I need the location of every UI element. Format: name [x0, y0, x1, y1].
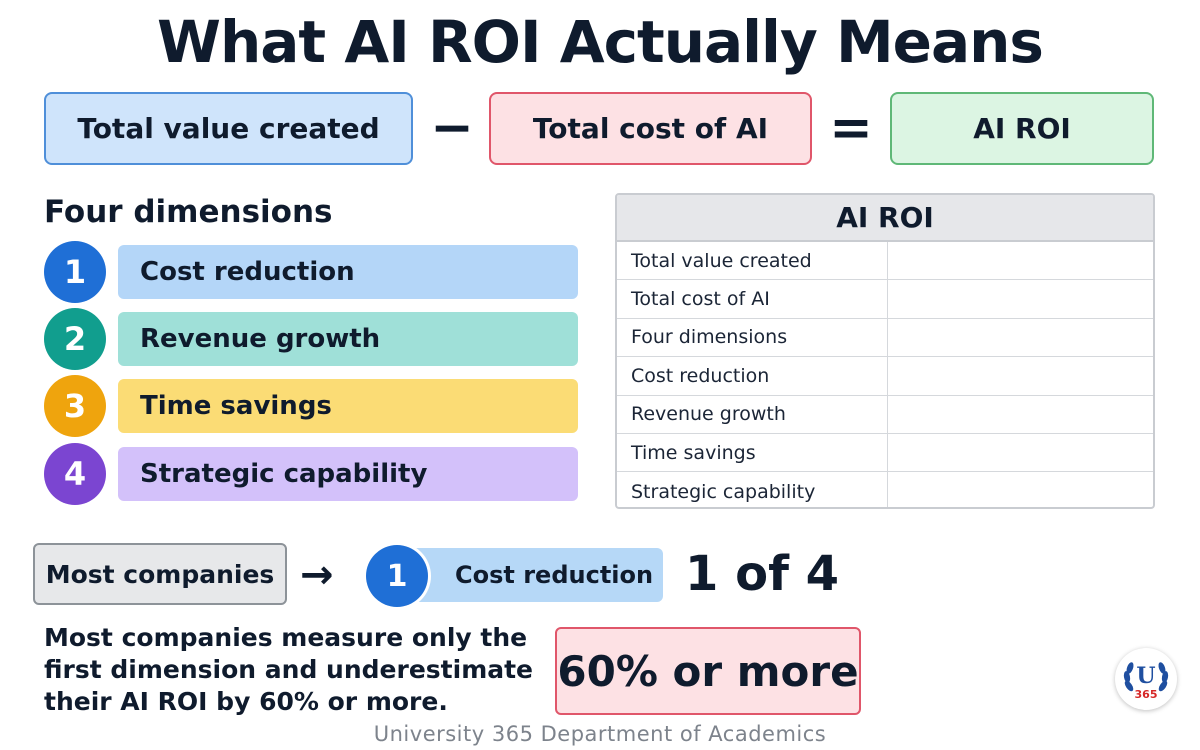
total-value-box: Total value created [44, 92, 413, 165]
total-cost-box: Total cost of AI [489, 92, 812, 165]
table-cell-empty [888, 357, 1153, 394]
roi-table: AI ROI Total value created Total cost of… [615, 193, 1155, 509]
cost-reduction-pill: Cost reduction [400, 548, 663, 602]
cost-reduction-pill-label: Cost reduction [455, 561, 654, 589]
right-arrow-icon: → [300, 552, 334, 598]
table-cell-empty [888, 242, 1153, 279]
table-row: Cost reduction [617, 357, 1153, 396]
logo-number: 365 [1135, 688, 1158, 701]
number-badge: 4 [44, 443, 106, 505]
dimension-label: Revenue growth [118, 312, 578, 366]
dimension-label: Strategic capability [118, 447, 578, 501]
table-cell-label: Time savings [617, 433, 888, 472]
table-row: Strategic capability [617, 472, 1153, 507]
table-row: Time savings [617, 433, 1153, 473]
summary-statement: Most companies measure only the first di… [44, 623, 534, 716]
table-cell-empty [888, 280, 1153, 317]
table-row: Total cost of AI [617, 280, 1153, 319]
table-cell-empty [888, 396, 1153, 433]
most-companies-label: Most companies [45, 559, 275, 589]
most-companies-box: Most companies [33, 543, 287, 605]
sixty-percent-highlight: 60% or more [555, 627, 861, 715]
table-row: Revenue growth [617, 395, 1153, 434]
table-cell-empty [888, 472, 1153, 507]
number-badge: 2 [44, 308, 106, 370]
dimension-item: 3 Time savings [44, 375, 584, 437]
page-title: What AI ROI Actually Means [157, 8, 1044, 76]
logo-letter: U [1136, 663, 1155, 689]
table-cell-empty [888, 319, 1153, 356]
one-of-four-label: 1 of 4 [685, 546, 840, 602]
dimension-item: 4 Strategic capability [44, 443, 584, 505]
table-cell-label: Total cost of AI [617, 280, 888, 318]
dimension-item: 2 Revenue growth [44, 308, 584, 370]
number-badge: 1 [44, 241, 106, 303]
university-365-logo: U 365 [1115, 648, 1177, 710]
number-badge: 3 [44, 375, 106, 437]
table-cell-label: Strategic capability [617, 472, 888, 507]
table-cell-label: Revenue growth [617, 395, 888, 433]
dimension-label: Cost reduction [118, 245, 578, 299]
table-cell-label: Total value created [617, 242, 888, 280]
sixty-percent-label: 60% or more [557, 646, 859, 696]
table-row: Four dimensions [617, 318, 1153, 358]
ai-roi-label: AI ROI [973, 112, 1071, 145]
ai-roi-box: AI ROI [890, 92, 1154, 165]
dimension-item: 1 Cost reduction [44, 241, 584, 303]
footer-credit: University 365 Department of Academics [373, 722, 827, 746]
equals-operator: = [829, 98, 873, 158]
table-header: AI ROI [617, 195, 1153, 242]
minus-operator: − [430, 98, 474, 158]
table-row: Total value created [617, 242, 1153, 281]
number-badge-one: 1 [366, 545, 428, 607]
table-cell-label: Four dimensions [617, 318, 888, 357]
table-cell-label: Cost reduction [617, 357, 888, 395]
total-cost-label: Total cost of AI [532, 112, 769, 145]
table-cell-empty [888, 434, 1153, 471]
laurel-wreath-icon: U 365 [1123, 662, 1169, 701]
dimensions-heading: Four dimensions [44, 194, 333, 230]
total-value-label: Total value created [77, 112, 380, 145]
dimension-label: Time savings [118, 379, 578, 433]
